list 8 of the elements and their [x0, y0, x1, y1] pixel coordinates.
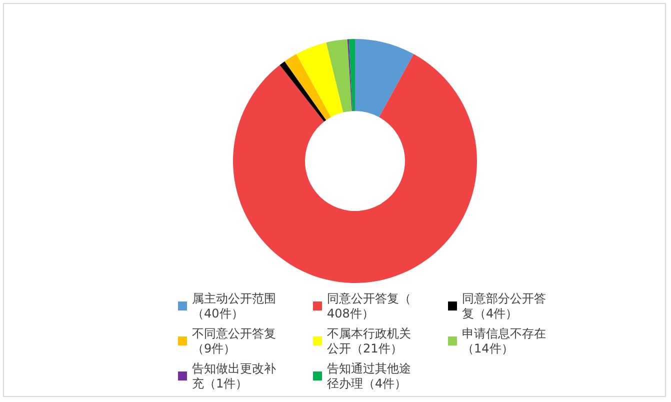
legend-label: 告知通过其他途径办理（4件）: [327, 362, 411, 390]
legend-label: 申请信息不存在（14件）: [462, 326, 546, 356]
legend-label: 告知做出更改补充（1件）: [192, 362, 276, 390]
legend-label: 不同意公开答复（9件）: [192, 326, 276, 356]
legend-label: 同意部分公开答复（4件）: [462, 292, 546, 320]
legend-label: 属主动公开范围（40件）: [192, 292, 276, 320]
legend-label: 不属本行政机关公开（21件）: [327, 326, 411, 356]
legend-label: 同意公开答复（408件）: [327, 292, 411, 320]
